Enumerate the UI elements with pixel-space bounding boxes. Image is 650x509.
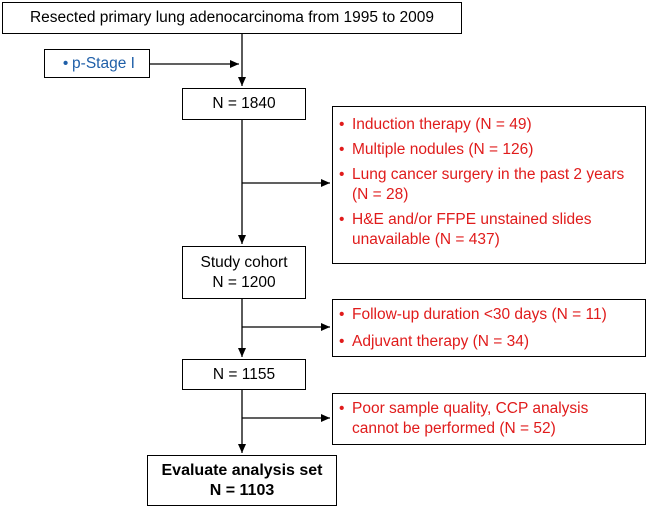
exclusion-box-2: • Follow-up duration <30 days (N = 11) •… [332, 299, 646, 357]
bullet-icon: • [62, 54, 69, 72]
exclusion-item: • Follow-up duration <30 days (N = 11) [339, 305, 639, 325]
bullet-icon: • [339, 141, 345, 158]
n1155-text: N = 1155 [212, 365, 276, 383]
exclusion-text: H&E and/or FFPE unstained slides unavail… [352, 211, 592, 248]
bullet-icon: • [339, 211, 345, 228]
study-cohort-label: Study cohort [200, 253, 288, 271]
criterion-text: p-Stage I [72, 54, 135, 72]
bullet-icon: • [339, 400, 345, 417]
exclusion-item: • Induction therapy (N = 49) [339, 115, 639, 135]
n1155-box: N = 1155 [182, 359, 306, 390]
inclusion-criterion-box: • p-Stage I [44, 49, 150, 78]
bullet-icon: • [339, 166, 345, 183]
final-analysis-box: Evaluate analysis set N = 1103 [147, 455, 337, 506]
source-population-text: Resected primary lung adenocarcinoma fro… [29, 9, 435, 26]
bullet-icon: • [339, 306, 345, 323]
study-cohort-count: N = 1200 [212, 273, 276, 291]
exclusion-text: Lung cancer surgery in the past 2 years … [352, 166, 625, 203]
exclusion-item: • Poor sample quality, CCP analysis cann… [339, 399, 639, 439]
criterion-item: • p-Stage I [59, 54, 135, 74]
final-analysis-label: Evaluate analysis set [161, 461, 323, 479]
source-population-box: Resected primary lung adenocarcinoma fro… [2, 2, 462, 34]
exclusion-text: Follow-up duration <30 days (N = 11) [352, 306, 607, 323]
exclusion-text: Poor sample quality, CCP analysis cannot… [352, 400, 589, 437]
bullet-icon: • [339, 333, 345, 350]
exclusion-box-1: • Induction therapy (N = 49) • Multiple … [332, 106, 646, 264]
exclusion-text: Multiple nodules (N = 126) [352, 141, 534, 158]
exclusion-item: • Multiple nodules (N = 126) [339, 140, 639, 160]
exclusion-item: • Adjuvant therapy (N = 34) [339, 332, 639, 352]
exclusion-text: Induction therapy (N = 49) [352, 116, 532, 133]
bullet-icon: • [339, 116, 345, 133]
exclusion-text: Adjuvant therapy (N = 34) [352, 333, 530, 350]
exclusion-item: • H&E and/or FFPE unstained slides unava… [339, 210, 639, 250]
exclusion-item: • Lung cancer surgery in the past 2 year… [339, 165, 639, 205]
n1840-text: N = 1840 [212, 95, 276, 112]
study-cohort-box: Study cohort N = 1200 [182, 246, 306, 299]
exclusion-box-3: • Poor sample quality, CCP analysis cann… [332, 393, 646, 445]
n1840-box: N = 1840 [182, 88, 306, 120]
final-analysis-count: N = 1103 [209, 481, 275, 499]
